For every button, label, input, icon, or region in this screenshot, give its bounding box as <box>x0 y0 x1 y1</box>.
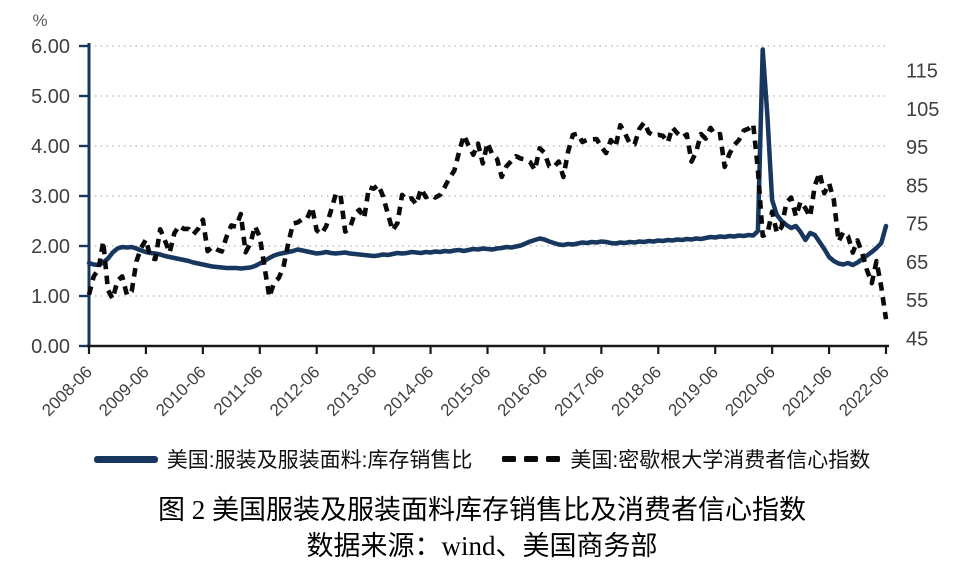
legend-solid-line-swatch <box>93 455 158 463</box>
x-axis-tick-label: 2017-06 <box>551 362 609 420</box>
legend-dashed-line-swatch <box>502 456 561 462</box>
x-axis-tick-label: 2013-06 <box>323 362 381 420</box>
left-axis-tick-label: 6.00 <box>31 36 70 58</box>
series-consumer-confidence-line <box>86 120 889 320</box>
x-axis-tick-label: 2018-06 <box>608 362 666 420</box>
series-inventory-sales-ratio-line <box>86 47 889 271</box>
right-axis-tick-label: 55 <box>906 290 928 312</box>
x-axis-tick-label: 2016-06 <box>494 362 552 420</box>
x-axis-tick-label: 2021-06 <box>778 362 836 420</box>
right-axis-tick-label: 85 <box>906 175 928 197</box>
legend-series2-label: 美国:密歇根大学消费者信心指数 <box>570 449 871 472</box>
x-axis-tick-label: 2011-06 <box>210 362 267 419</box>
x-axis-tick-label: 2022-06 <box>835 362 893 420</box>
x-axis-tick-label: 2020-06 <box>721 362 779 420</box>
x-axis-tick-label: 2010-06 <box>152 362 210 420</box>
x-axis-tick-label: 2009-06 <box>95 362 153 420</box>
x-axis-tick-label: 2008-06 <box>38 362 96 420</box>
left-axis-tick-label: 2.00 <box>31 236 70 258</box>
x-axis-tick-label: 2019-06 <box>664 362 722 420</box>
figure-caption: 图 2 美国服装及服装面料库存销售比及消费者信心指数 <box>158 495 806 525</box>
left-axis-tick-label: 1.00 <box>31 286 70 308</box>
data-source: 数据来源：wind、美国商务部 <box>306 531 658 561</box>
left-axis-unit-label: % <box>32 11 47 30</box>
right-axis-tick-label: 115 <box>906 60 938 82</box>
x-axis-tick-label: 2014-06 <box>380 362 438 420</box>
left-axis-tick-label: 3.00 <box>31 186 70 208</box>
x-axis-tick-label: 2015-06 <box>437 362 495 420</box>
right-axis-tick-label: 45 <box>906 328 928 350</box>
right-axis-tick-label: 105 <box>906 99 939 121</box>
left-axis-tick-label: 4.00 <box>31 136 70 158</box>
legend: 美国:服装及服装面料:库存销售比 美国:密歇根大学消费者信心指数 <box>0 444 964 474</box>
chart-area: 0.00 1.00 2.00 3.00 4.00 5.00 6.00% 2008-06 2009… <box>31 11 939 420</box>
captions: 图 2 美国服装及服装面料库存销售比及消费者信心指数 数据来源：wind、美国商… <box>0 492 964 564</box>
chart-svg: 0.00 1.00 2.00 3.00 4.00 5.00 6.00% 2008-06 2009… <box>31 11 939 420</box>
legend-series1-label: 美国:服装及服装面料:库存销售比 <box>166 449 473 472</box>
right-axis-tick-label: 65 <box>906 252 928 274</box>
left-axis-tick-label: 0.00 <box>31 336 70 358</box>
x-axis-tick-label: 2012-06 <box>266 362 324 420</box>
left-axis-tick-label: 5.00 <box>31 86 70 108</box>
right-axis-tick-label: 95 <box>906 137 928 159</box>
right-axis-tick-label: 75 <box>906 214 928 236</box>
